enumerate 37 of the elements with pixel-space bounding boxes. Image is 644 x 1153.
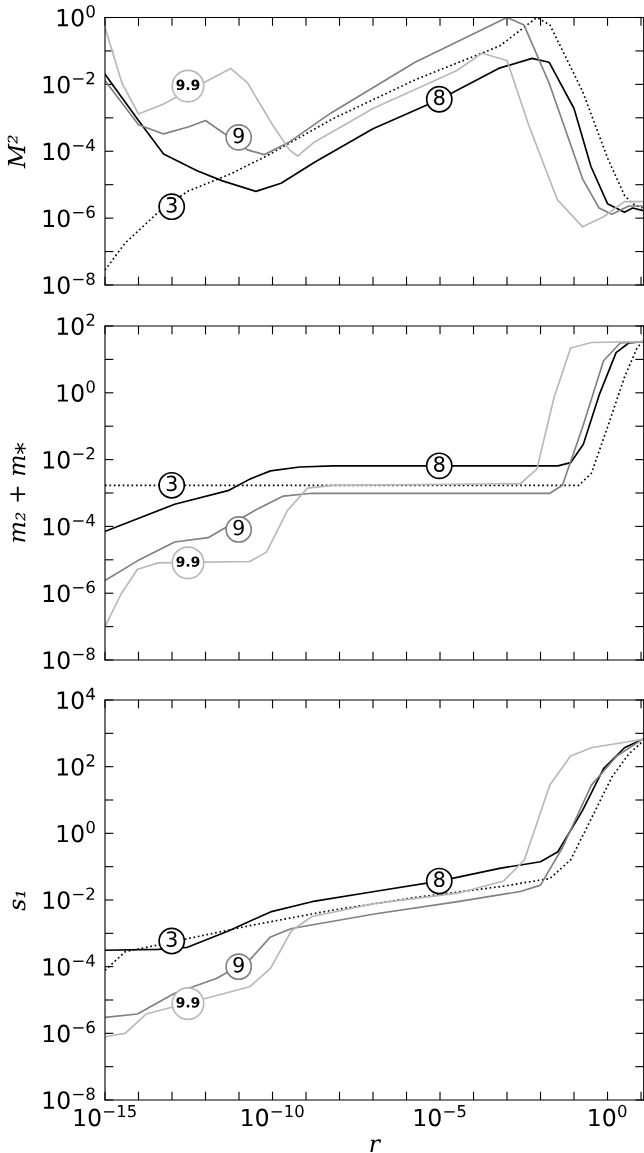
y-tick-label: 10$^{−4}$ [43, 954, 95, 976]
annotation: 8 [434, 89, 445, 106]
y-tick-label: 10$^{−8}$ [43, 647, 95, 670]
annotation: 9 [233, 519, 244, 536]
annotation: 9 [233, 127, 244, 144]
annotation: 3 [166, 475, 177, 492]
x-axis-title: r [370, 1139, 382, 1152]
x-tick-label: 10$^{−5}$ [414, 1105, 466, 1127]
y-tick-label: 10$^{2}$ [57, 754, 95, 776]
y-tick-label: 10$^{−2}$ [43, 71, 95, 94]
annotation: 9.9 [176, 556, 200, 567]
y-tick-label: 10$^{−8}$ [43, 272, 95, 295]
y-tick-label: 10$^{−6}$ [43, 205, 95, 228]
y-tick-label: 10$^{4}$ [57, 687, 95, 710]
y-axis-title: M² [7, 135, 26, 169]
y-tick-label: 10$^{0}$ [57, 820, 95, 843]
y-axis-title: s₁ [12, 891, 26, 911]
y-tick-label: 10$^{0}$ [57, 380, 95, 402]
x-tick-label: 10$^{0}$ [589, 1104, 627, 1127]
annotation: 8 [434, 456, 445, 472]
annotation: 9.9 [176, 997, 200, 1008]
annotation: 9.9 [176, 79, 200, 91]
y-axis-title: m₂ + m⁎ [10, 442, 26, 542]
y-tick-label: 10$^{−2}$ [43, 887, 95, 910]
x-tick-label: 10$^{−15}$ [74, 1105, 136, 1127]
y-tick-label: 10$^{−6}$ [43, 1020, 95, 1043]
x-tick-label: 10$^{−10}$ [242, 1104, 304, 1127]
y-tick-label: 10$^{−4}$ [43, 138, 95, 161]
y-tick-label: 10$^{2}$ [57, 313, 95, 336]
annotation: 3 [166, 931, 177, 948]
annotation: 8 [434, 871, 445, 888]
annotation: 3 [166, 196, 177, 213]
y-tick-label: 10$^{−4}$ [43, 514, 95, 536]
y-tick-label: 10$^{−6}$ [43, 580, 95, 603]
y-tick-label: 10$^{0}$ [57, 4, 95, 27]
y-tick-label: 10$^{−2}$ [43, 447, 95, 469]
annotation: 9 [233, 956, 244, 973]
